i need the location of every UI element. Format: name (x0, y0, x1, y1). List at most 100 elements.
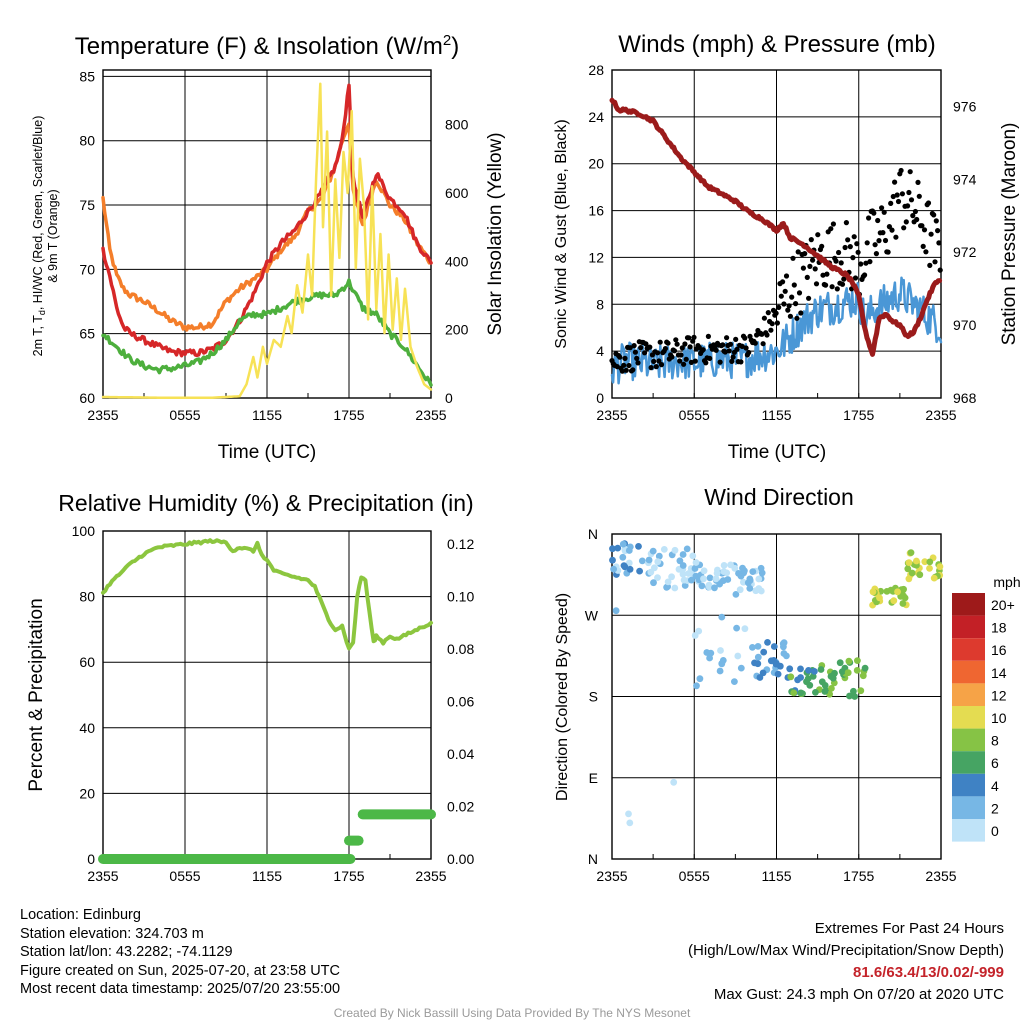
precip-ytick-label-4: 0.08 (447, 641, 474, 657)
direction-point (671, 584, 679, 592)
direction-point (683, 545, 691, 553)
gust-point (729, 358, 735, 364)
legend-title: mph (993, 574, 1020, 590)
direction-point (719, 577, 727, 584)
temp-ytick-label-3: 75 (79, 197, 95, 213)
info-location: Location: Edinburg (20, 907, 141, 923)
gust-point (764, 332, 770, 338)
direction-point (797, 689, 805, 697)
wind-xtick-label-0: 2355 (596, 407, 627, 423)
gust-point (894, 192, 900, 198)
direction-point (905, 575, 913, 583)
direction-point (706, 574, 714, 582)
gust-point (928, 231, 934, 237)
gust-point (768, 327, 774, 333)
direction-point (904, 565, 912, 573)
gust-point (655, 350, 661, 356)
direction-point (609, 545, 616, 553)
gust-point (919, 223, 925, 229)
gust-point (920, 243, 926, 249)
direction-point (831, 669, 838, 677)
gust-point (804, 274, 810, 280)
gust-point (691, 334, 697, 340)
gust-point (769, 321, 775, 327)
pressure-ylabel: Station Pressure (Maroon) (999, 123, 1020, 346)
extremes-values: 81.6/63.4/13/0.02/-999 (853, 964, 1004, 981)
gust-point (925, 200, 932, 206)
rh-ytick-label-3: 60 (79, 654, 95, 670)
wind-xlabel: Time (UTC) (728, 442, 827, 463)
direction-point (850, 687, 857, 695)
direction-point (700, 575, 707, 583)
gust-point (622, 355, 628, 361)
gust-point (651, 358, 657, 364)
dir-ytick-label-4: N (588, 526, 598, 542)
direction-point (732, 591, 740, 598)
direction-point (654, 574, 661, 581)
rh-line (101, 538, 433, 651)
temp-xtick-label-2: 1155 (252, 407, 282, 423)
direction-point (679, 570, 687, 578)
legend-label-7: 6 (991, 755, 999, 771)
direction-point (741, 625, 749, 633)
legend-swatch-12 (952, 683, 985, 706)
direction-point (821, 688, 829, 695)
wind-xtick-label-2: 1155 (761, 407, 791, 423)
direction-point (707, 649, 715, 657)
gust-point (642, 350, 648, 356)
pressure-ytick-label-4: 976 (953, 98, 977, 114)
gust-point (863, 260, 869, 266)
temp-ytick-label-1: 65 (79, 326, 95, 342)
legend-swatch-16 (952, 638, 985, 661)
direction-point (846, 692, 853, 700)
gust-point (806, 295, 812, 301)
gust-point (658, 362, 665, 368)
gust-point (921, 227, 928, 233)
gust-point (730, 354, 736, 360)
gust-point (790, 255, 796, 261)
gust-point (872, 242, 878, 248)
gust-point (765, 310, 771, 316)
gust-point (681, 361, 687, 367)
direction-point (626, 819, 634, 827)
credit-line: Created By Nick Bassill Using Data Provi… (333, 1006, 691, 1020)
direction-point (921, 558, 929, 566)
gust-point (727, 341, 734, 347)
direction-point (890, 597, 898, 605)
gust-point (898, 167, 904, 174)
dir-ylabel: Direction (Colored By Speed) (554, 593, 571, 801)
wind-ylabel: Sonic Wind & Gust (Blue, Black) (553, 119, 570, 348)
direction-point (907, 549, 915, 556)
gust-point (724, 335, 730, 341)
direction-point (693, 682, 700, 690)
legend-swatch-10 (952, 706, 985, 729)
gust-point (621, 362, 627, 368)
legend-label-9: 2 (991, 800, 999, 816)
legend-label-0: 20+ (991, 597, 1015, 613)
gust-point (671, 348, 678, 354)
wind-frame (611, 69, 942, 399)
station-info: Location: Edinburg Station elevation: 32… (20, 906, 340, 999)
wind-ytick-label-6: 24 (588, 109, 604, 125)
direction-point (668, 573, 675, 581)
gust-point (776, 304, 782, 310)
insolation-ytick-label-3: 600 (445, 185, 469, 201)
gust-point (647, 344, 653, 350)
legend-swatch-0 (952, 819, 985, 842)
gust-point (895, 198, 902, 205)
precip-ytick-label-0: 0.00 (447, 851, 474, 867)
direction-point (936, 563, 944, 571)
direction-point (731, 564, 739, 572)
direction-point (733, 624, 740, 632)
direction-point (817, 666, 825, 673)
gust-point (682, 341, 688, 347)
temp-ylabel-line2: & 9m T (Orange) (46, 189, 60, 282)
gust-point (852, 275, 859, 281)
dir-frame (611, 533, 942, 860)
gust-point (780, 279, 786, 285)
info-latlon: Station lat/lon: 43.2282; -74.1129 (20, 944, 233, 961)
temp-xtick-label-4: 2355 (415, 407, 446, 423)
direction-point (836, 659, 844, 667)
